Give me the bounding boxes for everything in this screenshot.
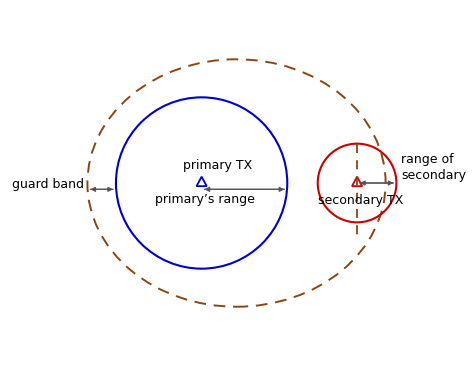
Text: guard band: guard band: [12, 178, 84, 191]
Text: range of
secondary: range of secondary: [401, 153, 466, 182]
Text: primary TX: primary TX: [183, 158, 252, 172]
Text: primary’s range: primary’s range: [155, 193, 255, 206]
Text: secondary TX: secondary TX: [318, 194, 403, 208]
